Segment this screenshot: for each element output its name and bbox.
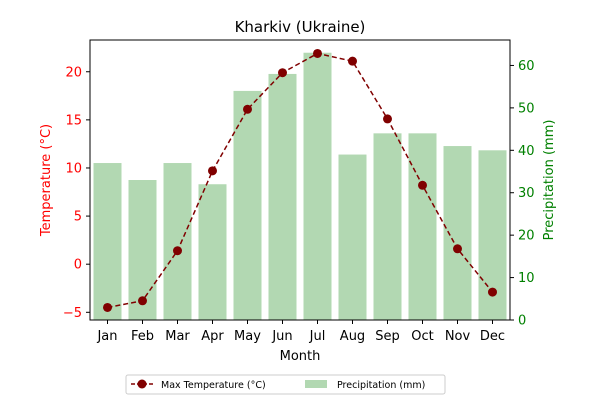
precipitation-bar-oct <box>408 133 437 320</box>
legend-line-marker <box>137 379 147 389</box>
y-left-tick-label: 5 <box>74 210 82 225</box>
temperature-point-nov <box>453 244 462 254</box>
precipitation-bar-mar <box>163 163 192 320</box>
temperature-point-oct <box>418 180 427 190</box>
x-tick-label: Dec <box>480 329 505 344</box>
y-right-tick-label: 0 <box>518 314 526 329</box>
y-right-tick-label: 40 <box>518 144 535 159</box>
temperature-point-apr <box>208 166 217 176</box>
precipitation-bar-jun <box>268 73 297 320</box>
temperature-line-layer <box>103 48 497 312</box>
y-right-tick-label: 50 <box>518 101 535 116</box>
precipitation-bar-jan <box>93 163 122 320</box>
x-tick-label: Jan <box>96 329 117 344</box>
x-tick-label: Nov <box>445 329 471 344</box>
chart-title: Kharkiv (Ukraine) <box>235 18 366 36</box>
precipitation-bar-may <box>233 90 262 320</box>
precipitation-bar-apr <box>198 184 227 320</box>
y-left-tick-label: 10 <box>65 161 82 176</box>
temperature-point-feb <box>138 296 147 306</box>
precipitation-bar-sep <box>373 133 402 320</box>
x-tick-label: Sep <box>375 329 400 344</box>
legend-frame <box>125 374 446 395</box>
y-axis-right: 0 10 20 30 40 50 60 <box>510 59 535 329</box>
precipitation-bar-nov <box>443 146 472 320</box>
y-axis-left-label: Temperature (°C) <box>39 124 54 237</box>
y-left-tick-label: −5 <box>63 306 82 321</box>
precipitation-bars <box>93 52 507 320</box>
precipitation-bar-aug <box>338 154 367 320</box>
x-tick-label: Aug <box>340 329 365 344</box>
y-right-tick-label: 20 <box>518 229 535 244</box>
temperature-point-jul <box>313 48 322 58</box>
x-tick-label: Jun <box>271 329 292 344</box>
legend: Max Temperature (°C) Precipitation (mm) <box>125 374 446 395</box>
legend-bar-swatch <box>305 380 327 388</box>
temperature-point-jun <box>278 68 287 78</box>
temperature-point-dec <box>488 287 497 297</box>
y-right-tick-label: 10 <box>518 271 535 286</box>
precipitation-bar-jul <box>303 52 332 320</box>
y-axis-left: −5 0 5 10 15 20 <box>63 65 90 321</box>
x-tick-label: Mar <box>165 329 190 344</box>
y-right-tick-label: 30 <box>518 186 535 201</box>
y-left-tick-label: 0 <box>74 258 82 273</box>
temperature-point-aug <box>348 56 357 66</box>
x-tick-label: Oct <box>411 329 433 344</box>
x-axis: Jan Feb Mar Apr May Jun Jul Aug Sep Oct Nov Dec <box>96 320 505 344</box>
temperature-point-jan <box>103 302 112 312</box>
x-tick-label: Jul <box>309 329 326 344</box>
temperature-point-mar <box>173 246 182 256</box>
x-tick-label: May <box>234 329 261 344</box>
x-tick-label: Apr <box>201 329 224 344</box>
temperature-point-sep <box>383 114 392 124</box>
legend-label-temperature: Max Temperature (°C) <box>161 380 266 391</box>
y-left-tick-label: 20 <box>65 65 82 80</box>
plot-frame <box>89 39 511 321</box>
temperature-point-may <box>243 104 252 114</box>
legend-label-precipitation: Precipitation (mm) <box>337 380 425 391</box>
x-axis-label: Month <box>280 349 321 364</box>
x-tick-label: Feb <box>131 329 154 344</box>
y-right-tick-label: 60 <box>518 59 535 74</box>
y-axis-right-label: Precipitation (mm) <box>542 120 557 241</box>
y-left-tick-label: 15 <box>65 113 82 128</box>
